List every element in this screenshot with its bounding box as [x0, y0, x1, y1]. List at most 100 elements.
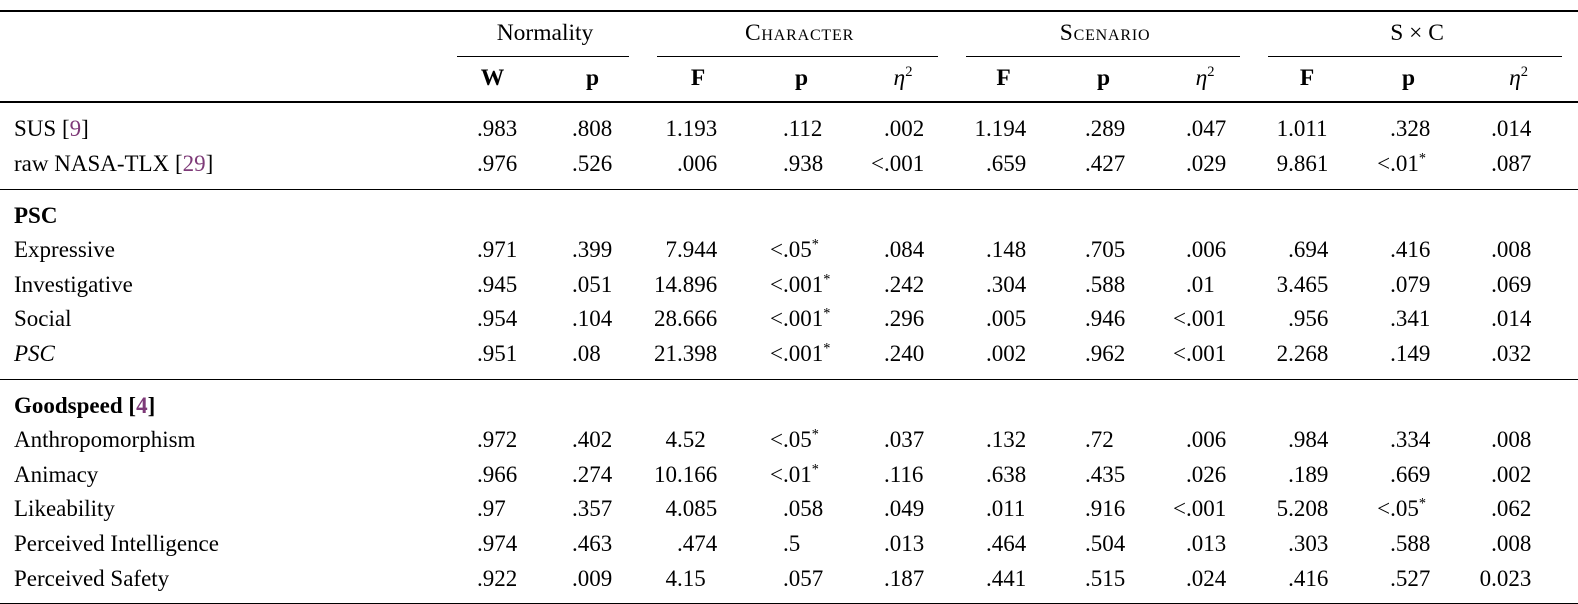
cell-psc-character-f: 21.398	[645, 336, 751, 380]
cell-psc-normality-w	[445, 189, 540, 233]
cell-sus-normality-p: .808	[540, 102, 645, 146]
value: <.05*	[770, 236, 819, 263]
significance-asterisk: *	[823, 305, 831, 322]
row-sus: SUS [9] .983 .808 1.193 .112 .002 1.194 .289 .04…	[0, 102, 1578, 146]
cell-likeability-scenario-f: .011	[954, 492, 1053, 527]
value: 2.268	[1276, 340, 1329, 366]
value: .416	[1390, 237, 1431, 263]
row-label-column-stub	[0, 57, 445, 104]
cell-animacy-sxc-eta2: .002	[1459, 457, 1578, 492]
significance-asterisk: *	[811, 461, 819, 478]
cell-goodspeed-normality-p	[540, 379, 645, 423]
group-header-normality: Normality	[445, 11, 645, 57]
cell-social-normality-p: .104	[540, 302, 645, 337]
cell-expressive-normality-p: .399	[540, 233, 645, 268]
value: 10.166	[654, 461, 718, 487]
value: .187	[884, 565, 925, 591]
cell-animacy-sxc-p: .669	[1358, 457, 1459, 492]
cell-likeability-normality-w: .97	[445, 492, 540, 527]
cell-psc-sxc-p	[1358, 189, 1459, 233]
row-label-text: raw NASA-TLX	[14, 150, 170, 176]
cell-perceived-safety-normality-w: .922	[445, 561, 540, 604]
cell-animacy-scenario-p: .435	[1053, 457, 1154, 492]
superscript: 2	[905, 64, 913, 81]
cell-perceived-safety-sxc-p: .527	[1358, 561, 1459, 604]
cell-anthropomorphism-sxc-f: .984	[1256, 423, 1358, 458]
cell-animacy-character-eta2: .116	[852, 457, 954, 492]
value: .304	[986, 271, 1027, 297]
cell-anthropomorphism-normality-w: .972	[445, 423, 540, 458]
cell-animacy-scenario-eta2: .026	[1154, 457, 1256, 492]
column-letter: p	[1096, 65, 1111, 92]
cell-perceived-intelligence-sxc-p: .588	[1358, 526, 1459, 561]
cell-expressive-scenario-eta2: .006	[1154, 233, 1256, 268]
row-label-text: PSC	[14, 202, 58, 228]
cell-investigative-scenario-eta2: .01	[1154, 267, 1256, 302]
cell-perceived-intelligence-scenario-eta2: .013	[1154, 526, 1256, 561]
col-header-sxc-p: p	[1358, 57, 1460, 104]
value: .296	[884, 306, 925, 332]
value: .062	[1491, 496, 1532, 522]
value: .049	[884, 496, 925, 522]
value: .441	[986, 565, 1027, 591]
row-label-animacy: Animacy	[0, 457, 445, 492]
row-label-text: Likeability	[14, 496, 115, 522]
cell-sus-sxc-f: 1.011	[1256, 102, 1358, 146]
cell-investigative-sxc-p: .079	[1358, 267, 1459, 302]
cell-social-scenario-p: .946	[1053, 302, 1154, 337]
value: 7.944	[665, 237, 718, 263]
value: .399	[572, 237, 613, 263]
row-label-goodspeed: Goodspeed [4]	[14, 392, 156, 418]
cell-perceived-safety-character-p: .057	[751, 561, 852, 604]
value: <.05*	[770, 426, 819, 453]
cell-anthropomorphism-normality-p: .402	[540, 423, 645, 458]
citation-link[interactable]: 9	[69, 116, 82, 142]
cell-raw-nasa-tlx-character-f: .006	[645, 146, 751, 190]
col-header-character-eta2: η2	[852, 57, 955, 104]
value: 1.193	[665, 116, 718, 142]
citation-link[interactable]: 4	[136, 392, 148, 418]
value: <.001	[1173, 306, 1227, 332]
row-expressive: Expressive .971 .399 7.944 <.05* .084 .148 .705…	[0, 233, 1578, 268]
value: .705	[1085, 237, 1126, 263]
cell-sus-scenario-p: .289	[1053, 102, 1154, 146]
cell-expressive-sxc-p: .416	[1358, 233, 1459, 268]
value: 21.398	[654, 340, 718, 366]
value: <.001	[871, 150, 925, 176]
col-header-character-p: p	[751, 57, 852, 104]
value: .148	[986, 237, 1027, 263]
row-psc: PSC .951 .08 21.398 <.001* .240 .002 .962 <.001 2…	[0, 336, 1578, 380]
value: <.05*	[1377, 495, 1426, 522]
cell-sus-sxc-p: .328	[1358, 102, 1459, 146]
value: .026	[1186, 461, 1227, 487]
cell-perceived-intelligence-normality-p: .463	[540, 526, 645, 561]
value: .013	[884, 530, 925, 556]
value: .659	[986, 150, 1027, 176]
cell-investigative-sxc-eta2: .069	[1459, 267, 1578, 302]
cell-social-character-f: 28.666	[645, 302, 751, 337]
cell-raw-nasa-tlx-scenario-p: .427	[1053, 146, 1155, 190]
cell-likeability-character-p: .058	[751, 492, 852, 527]
value: .069	[1491, 271, 1532, 297]
value: .132	[986, 427, 1027, 453]
value: <.001*	[770, 305, 831, 332]
cell-likeability-scenario-p: .916	[1053, 492, 1154, 527]
value: 5.208	[1276, 496, 1329, 522]
cell-perceived-intelligence-character-eta2: .013	[852, 526, 954, 561]
value: <.001	[1173, 340, 1227, 366]
significance-asterisk: *	[1418, 150, 1426, 167]
cell-sus-character-f: 1.193	[645, 102, 751, 146]
row-label-perceived-safety: Perceived Safety	[0, 561, 445, 604]
cell-social-sxc-f: .956	[1256, 302, 1358, 337]
value: .962	[1085, 340, 1126, 366]
value: .694	[1288, 237, 1329, 263]
value: .008	[1491, 427, 1532, 453]
cell-psc-character-p: <.001*	[751, 336, 852, 380]
value: .474	[677, 530, 718, 556]
col-header-sxc-eta2: η2	[1459, 57, 1578, 104]
value: .002	[986, 340, 1027, 366]
citation-link[interactable]: 29	[182, 150, 206, 176]
value: .006	[1186, 237, 1227, 263]
cell-psc-character-f	[645, 189, 751, 233]
